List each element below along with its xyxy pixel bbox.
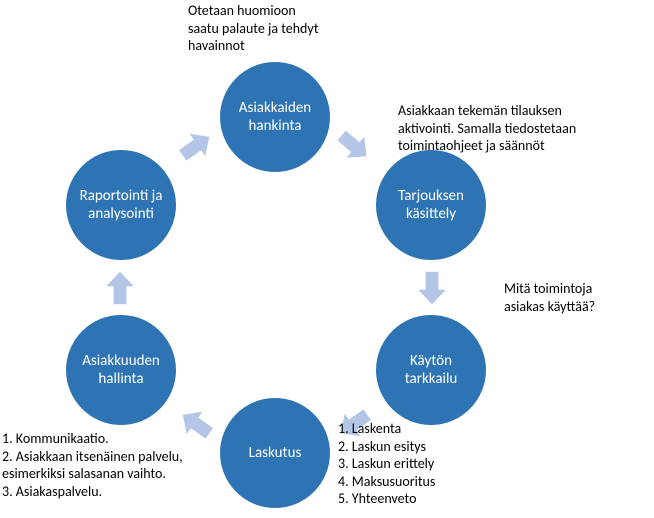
node-asiakkuuden-hallinta: Asiakkuuden hallinta — [66, 315, 176, 425]
node-label: Tarjouksen käsittely — [384, 187, 478, 223]
node-asiakkaiden-hankinta: Asiakkaiden hankinta — [220, 62, 330, 172]
node-tarjouksen-kasittely: Tarjouksen käsittely — [376, 150, 486, 260]
annotation-n2: Asiakkaan tekemän tilauksen aktivointi. … — [398, 102, 648, 155]
arrow-icon — [329, 121, 380, 172]
arrow-icon — [102, 270, 138, 306]
node-label: Asiakkaiden hankinta — [228, 99, 322, 135]
annotation-n3: Mitä toimintoja asiakas käyttää? — [504, 280, 654, 315]
annotation-n1: Otetaan huomioon saatu palaute ja tehdyt… — [188, 2, 408, 55]
node-label: Käytön tarkkailu — [384, 352, 478, 388]
arrow-icon — [171, 121, 221, 171]
node-label: Raportointi ja analysointi — [74, 187, 168, 223]
node-laskutus: Laskutus — [220, 398, 330, 508]
cycle-diagram: { "diagram": { "type": "cycle", "backgro… — [0, 0, 654, 518]
node-kayton-tarkkailu: Käytön tarkkailu — [376, 315, 486, 425]
annotation-n4: 1. Laskenta 2. Laskun esitys 3. Laskun e… — [338, 420, 508, 508]
arrow-icon — [414, 270, 450, 306]
annotation-n5: 1. Kommunikaatio. 2. Asiakkaan itsenäine… — [2, 430, 232, 500]
node-label: Asiakkuuden hallinta — [74, 352, 168, 388]
node-label: Laskutus — [249, 444, 302, 462]
node-raportointi-ja-analysointi: Raportointi ja analysointi — [66, 150, 176, 260]
